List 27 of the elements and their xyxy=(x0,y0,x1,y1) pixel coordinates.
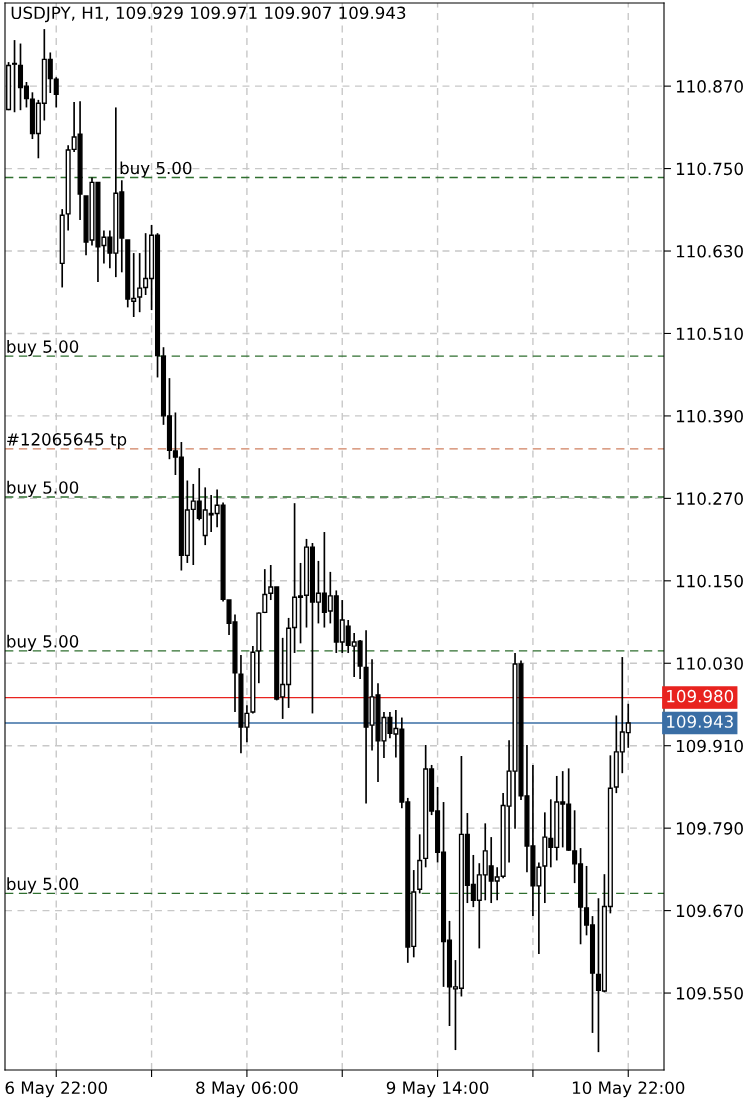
x-tick-label: 6 May 22:00 xyxy=(5,1081,107,1098)
y-tick-label: 110.150 xyxy=(676,574,743,588)
y-tick-label: 109.670 xyxy=(676,904,743,918)
ref-line-label: buy 5.00 xyxy=(120,161,192,178)
ref-line-label: buy 5.00 xyxy=(7,634,79,651)
ref-line-label: buy 5.00 xyxy=(7,877,79,894)
x-tick-label: 8 May 06:00 xyxy=(196,1081,298,1098)
chart-title: USDJPY, H1, 109.929 109.971 109.907 109.943 xyxy=(11,6,406,23)
candlestick xyxy=(53,76,59,109)
y-tick-label: 110.870 xyxy=(676,80,743,93)
ref-line-label: #12065645 tp xyxy=(7,433,127,449)
y-tick-label: 110.510 xyxy=(676,327,743,341)
y-tick-label: 109.790 xyxy=(676,822,743,835)
y-tick-label: 109.910 xyxy=(676,739,743,753)
x-tick-label: 10 May 22:00 xyxy=(572,1081,685,1098)
ref-line-label: buy 5.00 xyxy=(7,340,79,357)
ref-line-label: 109.980 xyxy=(667,689,734,703)
y-tick-label: 110.390 xyxy=(676,409,743,423)
ref-line-label: buy 5.00 xyxy=(7,480,79,497)
x-tick-label: 9 May 14:00 xyxy=(386,1081,489,1098)
y-tick-label: 110.270 xyxy=(676,492,743,505)
ref-line-label: 109.943 xyxy=(667,715,733,728)
y-tick-label: 110.630 xyxy=(676,244,743,258)
y-tick-label: 110.030 xyxy=(676,657,743,670)
y-tick-label: 109.550 xyxy=(676,987,743,1000)
candlestick xyxy=(11,39,18,114)
y-tick-label: 110.750 xyxy=(676,162,743,176)
